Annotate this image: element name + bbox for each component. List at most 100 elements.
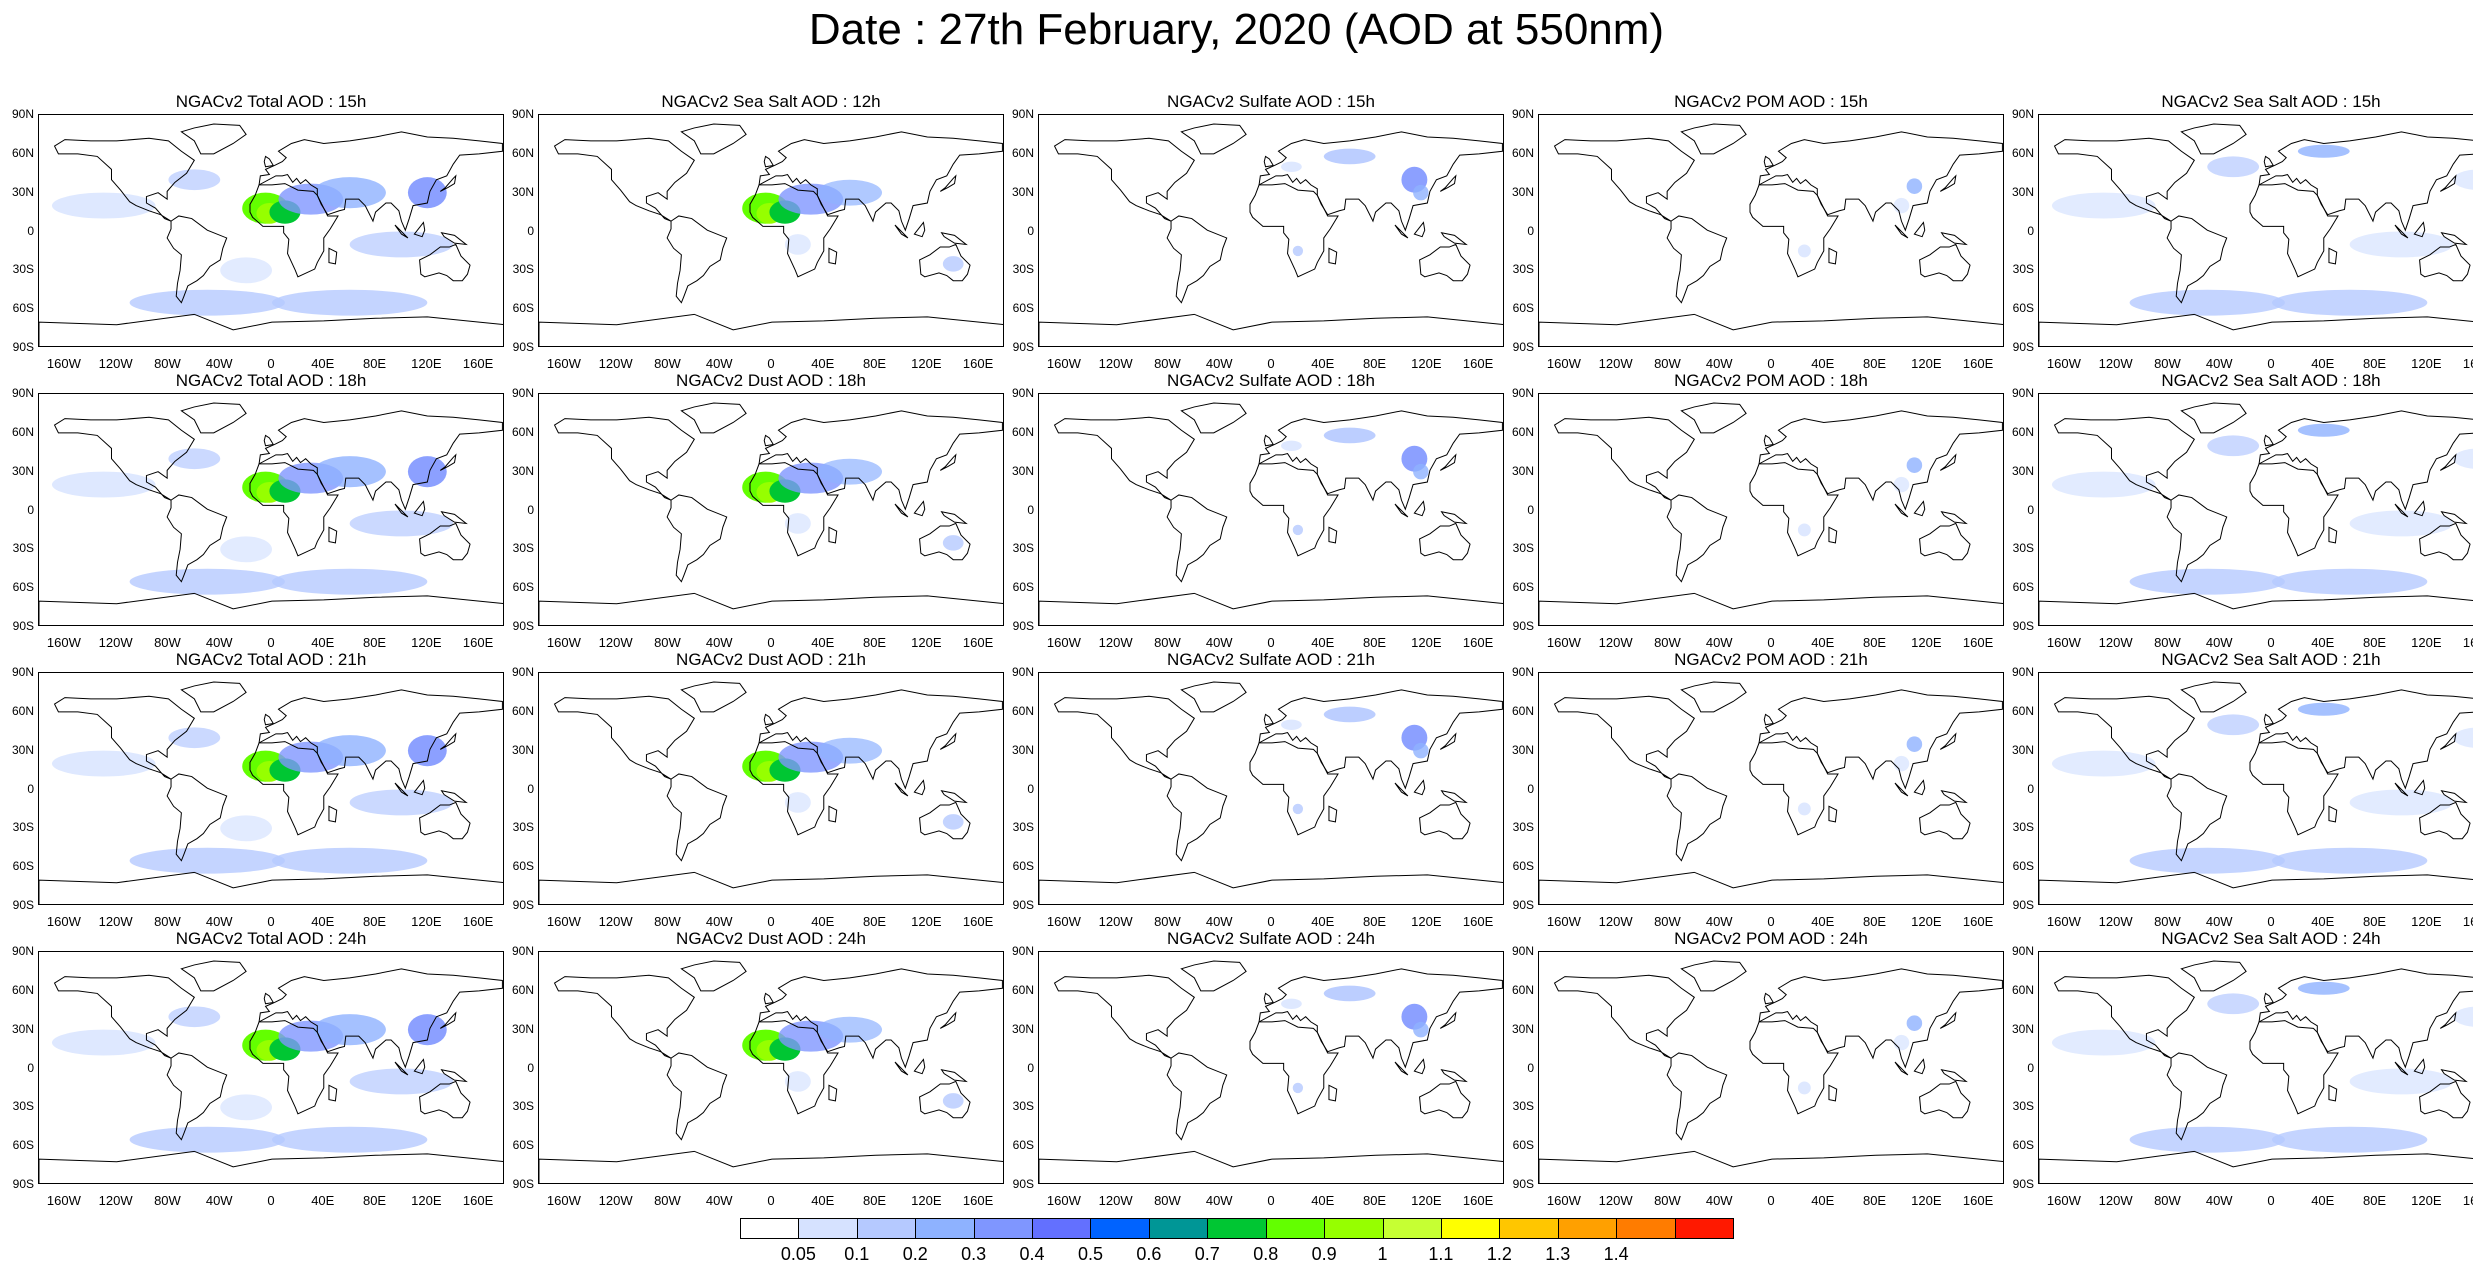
coastline	[1439, 1011, 1457, 1029]
lon-tick-label: 80E	[2362, 635, 2387, 650]
lon-tick-label: 160W	[2046, 356, 2081, 371]
coastline	[166, 773, 228, 862]
lat-tick-label: 90S	[512, 619, 534, 633]
lon-tick-label: 160E	[1962, 635, 1994, 650]
panel-title: NGACv2 Total AOD : 18h	[175, 371, 367, 390]
aod-field	[784, 792, 811, 813]
lon-tick-label: 160E	[962, 635, 994, 650]
coastline	[539, 871, 1003, 904]
coastline	[2039, 871, 2473, 904]
coastline	[1666, 773, 1728, 862]
coastline	[763, 434, 775, 447]
lon-tick-label: 0	[2267, 356, 2275, 371]
coastline	[2249, 183, 2339, 278]
lat-tick-label: 30N	[1011, 463, 1034, 478]
aod-field	[2272, 1126, 2428, 1153]
lat-tick-label: 60S	[12, 1138, 34, 1153]
lat-tick-label: 30N	[2011, 184, 2034, 199]
lat-tick-label: 60S	[512, 1138, 534, 1153]
aod-field	[2349, 789, 2454, 816]
lon-tick-label: 120E	[2411, 356, 2442, 371]
lon-tick-label: 120E	[911, 635, 942, 650]
coastline	[2439, 453, 2457, 471]
aod-field	[784, 513, 811, 534]
coastline	[419, 801, 471, 840]
map-panel: NGACv2 Sulfate AOD : 21h 90N 60N 30N 0 30S 60S…	[1012, 650, 1504, 937]
lon-tick-label: 120W	[98, 356, 133, 371]
coastline	[263, 992, 275, 1005]
coastline	[1828, 1084, 1838, 1102]
map-panel: NGACv2 Total AOD : 24h 90N 60N 30N 0 30S 60S 90…	[12, 929, 504, 1216]
lon-tick-label: 80W	[2154, 914, 2181, 929]
coastline	[1180, 123, 1247, 155]
coastline	[1940, 790, 1968, 804]
coastline	[939, 174, 957, 192]
coastline	[53, 974, 196, 1059]
world-map	[1538, 951, 2004, 1184]
lon-tick-label: 80E	[362, 914, 387, 929]
aod-field	[2453, 448, 2473, 469]
map-panel: NGACv2 Sulfate AOD : 24h 90N 60N 30N 0 30S 60S…	[1012, 929, 1504, 1216]
coastline	[1758, 410, 2003, 511]
aod-field	[1893, 1034, 1910, 1051]
coastline	[180, 123, 247, 155]
lat-tick-label: 90S	[1512, 898, 1534, 912]
panel-title: NGACv2 Total AOD : 15h	[175, 92, 367, 111]
lon-tick-label: 120E	[911, 356, 942, 371]
lon-tick-label: 40W	[705, 914, 733, 929]
coastline	[419, 243, 471, 282]
lat-tick-label: 60N	[1011, 982, 1034, 997]
lat-tick-label: 30S	[512, 262, 534, 277]
lat-tick-label: 30S	[1012, 1099, 1034, 1114]
lat-tick-label: 60N	[511, 703, 534, 718]
aod-field	[1893, 755, 1910, 772]
coastline	[1249, 741, 1339, 836]
map-panel: NGACv2 Dust AOD : 18h 90N 60N 30N 0 30S 60S 90S…	[512, 371, 1004, 658]
lon-tick-label: 160E	[2462, 1193, 2473, 1208]
world-map	[38, 393, 504, 626]
coastline	[440, 790, 468, 804]
aod-field	[407, 177, 447, 209]
coastline	[758, 410, 1003, 511]
lat-tick-label: 60S	[512, 580, 534, 595]
lat-tick-label: 60N	[2011, 982, 2034, 997]
aod-field	[220, 815, 272, 842]
lat-tick-label: 0	[1027, 1060, 1034, 1075]
lon-tick-label: 40E	[1311, 356, 1335, 371]
coastline	[1419, 243, 1471, 282]
coastline	[894, 224, 909, 239]
coastline	[680, 123, 747, 155]
lon-tick-label: 80W	[1154, 356, 1181, 371]
coastline	[439, 732, 457, 750]
coastline	[53, 137, 196, 222]
aod-field	[1292, 1082, 1304, 1094]
coastline	[894, 503, 909, 518]
lon-tick-label: 120E	[1411, 914, 1442, 929]
coastline	[2249, 462, 2339, 557]
aod-field	[1797, 802, 1811, 816]
coastline	[940, 1069, 968, 1083]
lat-tick-label: 30S	[512, 1099, 534, 1114]
lat-tick-label: 30N	[2011, 463, 2034, 478]
map-panel: NGACv2 Sea Salt AOD : 12h 90N 60N 30N 0 30S 60…	[512, 92, 1004, 379]
lon-tick-label: 80W	[154, 356, 181, 371]
coastline	[1680, 402, 1747, 434]
coastline	[680, 402, 747, 434]
aod-field	[51, 750, 156, 777]
lon-tick-label: 120E	[411, 914, 442, 929]
lon-tick-label: 80W	[654, 914, 681, 929]
lat-tick-label: 90S	[2012, 1177, 2034, 1191]
coastline	[1894, 1061, 1909, 1076]
map-panel: NGACv2 Sulfate AOD : 15h 90N 60N 30N 0 30S 60S…	[1012, 92, 1504, 379]
lon-tick-label: 40W	[1205, 1193, 1233, 1208]
coastline	[1749, 1020, 1839, 1115]
coastline	[1039, 1150, 1503, 1183]
coastline	[1749, 462, 1839, 557]
lon-tick-label: 80W	[1154, 635, 1181, 650]
lon-tick-label: 120W	[98, 635, 133, 650]
aod-field	[313, 177, 386, 209]
map-panel: NGACv2 Dust AOD : 24h 90N 60N 30N 0 30S 60S 90S…	[512, 929, 1004, 1216]
lon-tick-label: 40W	[705, 356, 733, 371]
coastline	[2439, 1011, 2457, 1029]
coastline	[1763, 992, 1775, 1005]
